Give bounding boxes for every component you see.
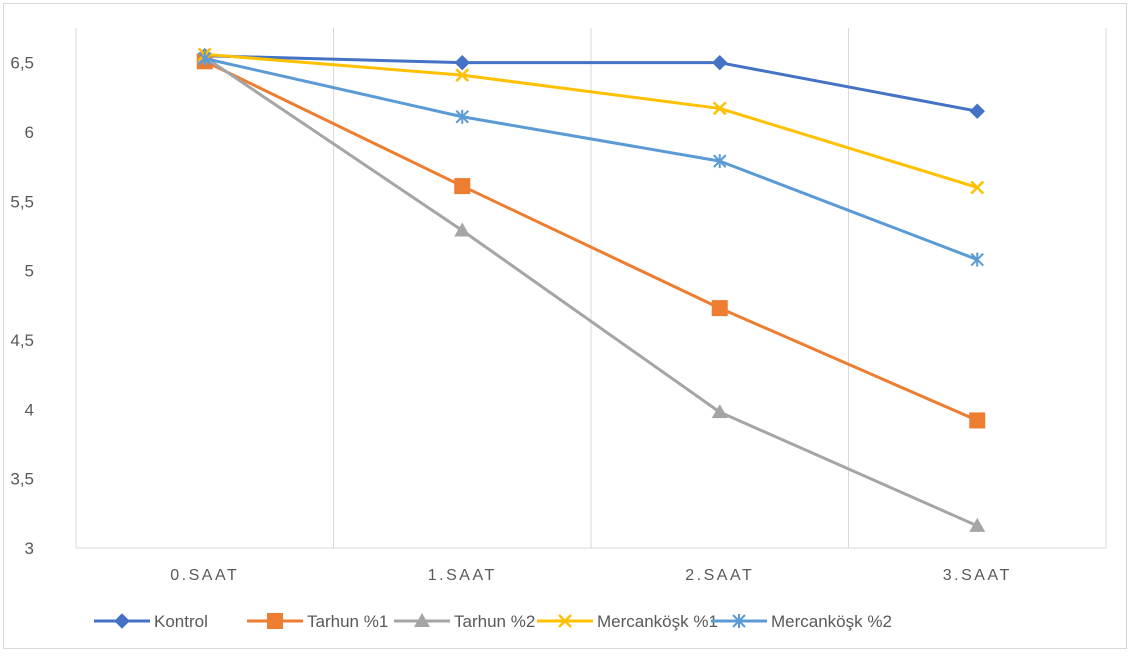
y-tick-label: 4,5 <box>10 331 34 350</box>
y-tick-label: 5 <box>25 262 34 281</box>
legend-label: Kontrol <box>154 612 208 631</box>
x-stroke <box>558 614 572 628</box>
x-stroke <box>970 180 985 195</box>
data-point-diamond <box>114 613 130 629</box>
grid-layer <box>75 28 1107 548</box>
data-point-x <box>712 101 727 116</box>
series-mercank-k-2 <box>198 51 984 267</box>
legend: Kontrol Tarhun %1 Tarhun %2 Mercanköşk %1 Me… <box>94 612 892 631</box>
y-tick-label: 6 <box>25 123 34 142</box>
series-line <box>204 54 978 113</box>
y-tick-label: 3 <box>25 539 34 558</box>
legend-item: Tarhun %1 <box>247 612 388 631</box>
axis-layer: 3 3,5 4 4,5 5 5,5 6 6,5 0.SAAT 1.SAAT 2.SAAT 3.SAAT <box>10 54 1106 584</box>
series-layer <box>196 47 986 532</box>
x-stroke <box>455 68 470 83</box>
data-point-triangle <box>969 517 986 532</box>
y-tick-label: 3,5 <box>10 470 34 489</box>
series-line <box>203 55 978 528</box>
legend-label: Tarhun %2 <box>454 612 535 631</box>
data-point-diamond <box>969 103 985 119</box>
legend-label: Mercanköşk %2 <box>771 612 892 631</box>
data-point-star <box>198 51 212 66</box>
data-point-diamond <box>454 54 470 71</box>
series-line <box>204 52 978 189</box>
data-point-diamond <box>712 54 728 71</box>
chart-frame: 3 3,5 4 4,5 5 5,5 6 6,5 0.SAAT 1.SAAT 2.SAAT 3.SAAT… <box>3 3 1127 649</box>
legend-item: Mercanköşk %2 <box>711 612 892 631</box>
x-tick-label: 1.SAAT <box>428 567 497 584</box>
y-tick-label: 5,5 <box>10 192 34 211</box>
legend-item: Kontrol <box>94 612 208 631</box>
x-tick-label: 0.SAAT <box>170 567 239 584</box>
data-point-triangle <box>711 404 728 419</box>
legend-item: Tarhun %2 <box>394 612 535 631</box>
data-point-star <box>970 252 984 267</box>
data-point-triangle <box>414 613 430 627</box>
line-chart: 3 3,5 4 4,5 5 5,5 6 6,5 0.SAAT 1.SAAT 2.SAAT 3.SAAT… <box>10 28 1107 631</box>
data-point-star <box>713 154 727 169</box>
legend-label: Tarhun %1 <box>307 612 388 631</box>
data-point-star <box>455 109 469 124</box>
legend-label: Mercanköşk %1 <box>597 612 718 631</box>
data-point-star <box>732 614 746 628</box>
data-point-x <box>970 180 985 195</box>
data-point-triangle <box>454 222 471 237</box>
x-tick-label: 2.SAAT <box>685 567 754 584</box>
x-tick-label: 3.SAAT <box>943 567 1012 584</box>
data-point-x <box>455 68 470 83</box>
data-point-square <box>454 178 471 195</box>
y-tick-label: 4 <box>25 400 34 419</box>
series-line <box>204 57 978 261</box>
data-point-square <box>711 300 728 317</box>
data-point-x <box>558 614 572 628</box>
legend-item: Mercanköşk %1 <box>537 612 718 631</box>
y-tick-label: 6,5 <box>10 54 34 73</box>
x-stroke <box>712 101 727 116</box>
data-point-square <box>969 412 986 429</box>
series-line <box>204 59 978 422</box>
data-point-square <box>267 613 283 629</box>
